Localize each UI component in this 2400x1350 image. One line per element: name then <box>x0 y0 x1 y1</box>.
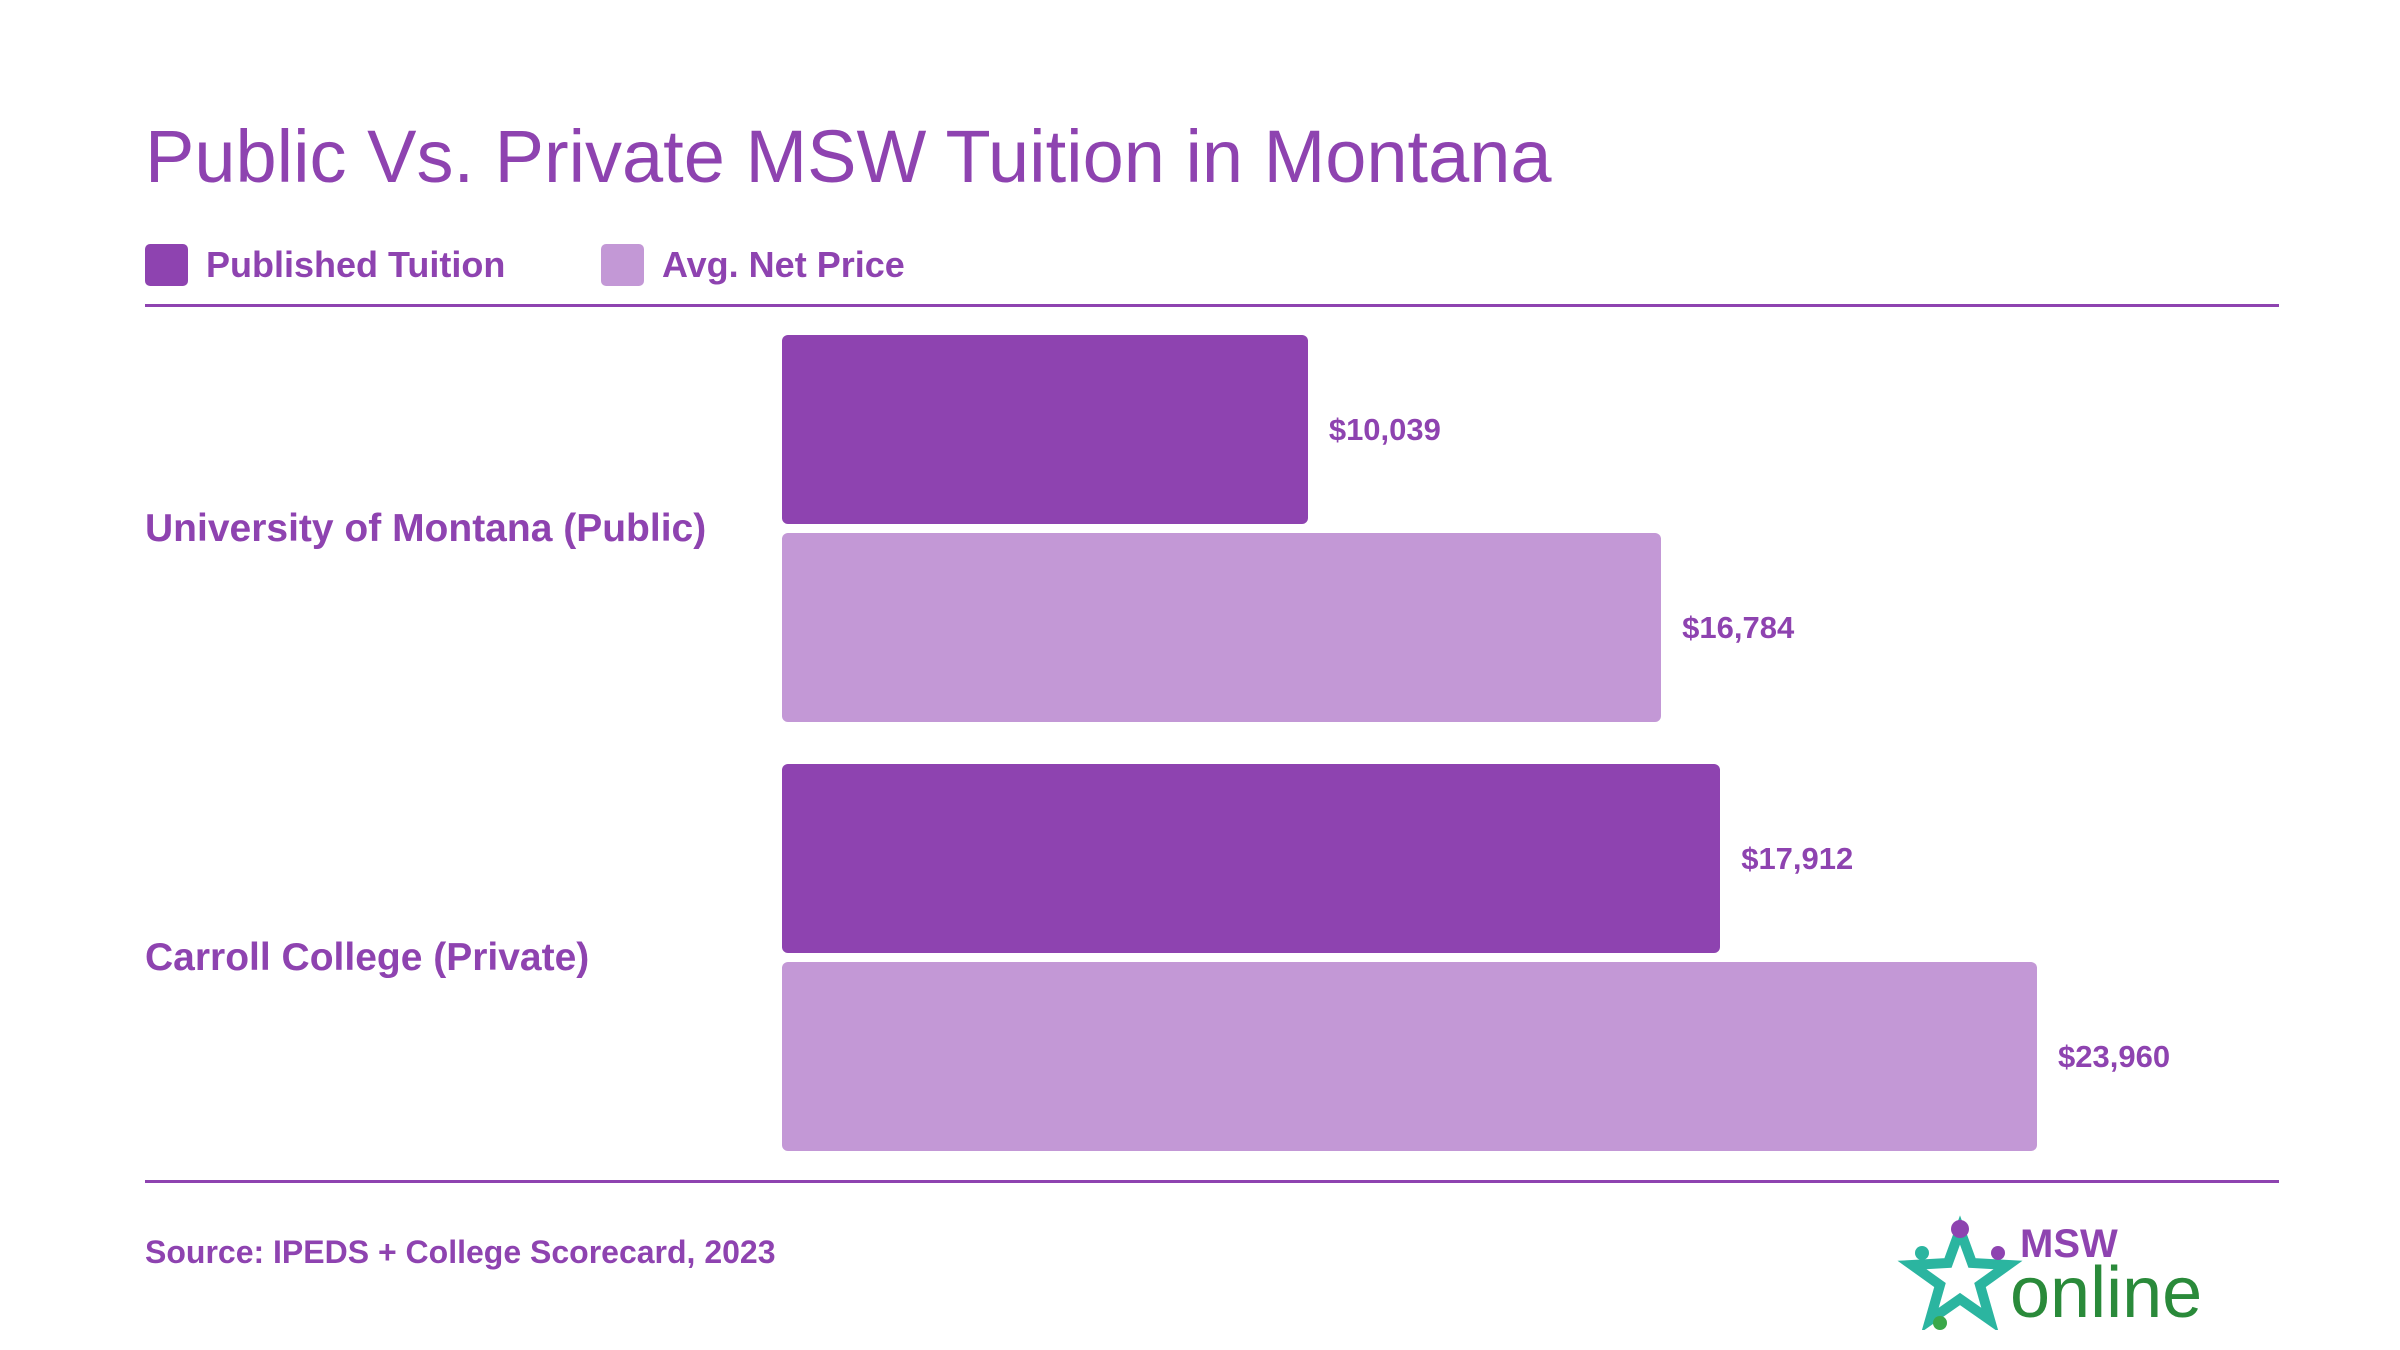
legend-label: Avg. Net Price <box>662 244 905 285</box>
bar <box>782 533 1662 722</box>
logo-bottom: online <box>2010 1253 2202 1330</box>
bottom-rule <box>145 1180 2279 1183</box>
category-label: University of Montana (Public) <box>145 506 707 550</box>
bar <box>782 764 1721 953</box>
value-label: $10,039 <box>1328 411 1441 447</box>
source-note: Source: IPEDS + College Scorecard, 2023 <box>145 1234 776 1270</box>
category-label: Carroll College (Private) <box>145 935 590 979</box>
legend-swatch <box>145 244 188 286</box>
top-rule <box>145 304 2279 307</box>
logo-star <box>1897 1215 2023 1330</box>
legend-label: Published Tuition <box>206 244 506 285</box>
logo: MSW online <box>1897 1215 2202 1330</box>
value-label: $17,912 <box>1741 840 1854 876</box>
chart-title: Public Vs. Private MSW Tuition in Montan… <box>145 115 1552 198</box>
bar <box>782 335 1308 524</box>
value-label: $16,784 <box>1682 609 1795 645</box>
bar <box>782 962 2037 1151</box>
value-label: $23,960 <box>2058 1038 2171 1074</box>
legend-swatch <box>601 244 644 286</box>
logo-top: MSW <box>2020 1222 2118 1266</box>
